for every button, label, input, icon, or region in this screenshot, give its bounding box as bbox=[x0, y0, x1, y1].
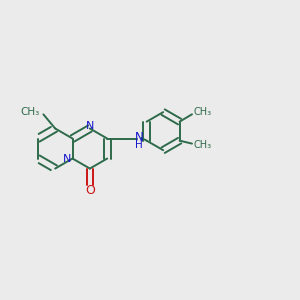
Text: CH₃: CH₃ bbox=[194, 107, 212, 117]
Text: CH₃: CH₃ bbox=[194, 140, 212, 150]
Text: CH₃: CH₃ bbox=[20, 107, 39, 117]
Text: N: N bbox=[86, 121, 94, 130]
Text: O: O bbox=[85, 184, 95, 197]
Text: N: N bbox=[63, 154, 71, 164]
Text: H: H bbox=[135, 140, 143, 150]
Text: N: N bbox=[135, 131, 143, 144]
